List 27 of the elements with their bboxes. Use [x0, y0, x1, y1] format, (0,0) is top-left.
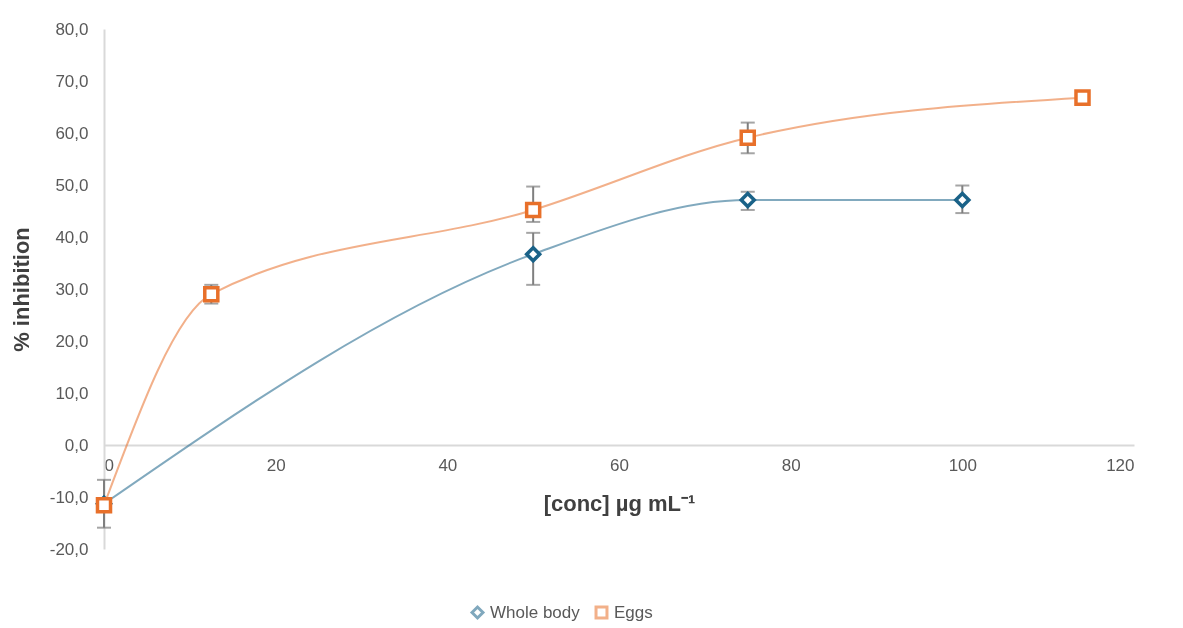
- x-tick-label: 40: [438, 455, 458, 475]
- point: [1074, 89, 1091, 106]
- y-tick-label: 10,0: [55, 383, 89, 403]
- legend-label: Whole body: [490, 602, 581, 622]
- point: [524, 245, 542, 263]
- x-tick-label: 120: [1106, 455, 1135, 475]
- legend-label: Eggs: [614, 602, 653, 622]
- x-tick-label: 0: [104, 455, 114, 475]
- point: [954, 191, 971, 209]
- x-tick-label: 100: [948, 455, 978, 475]
- y-tick-label: 80,0: [55, 19, 89, 39]
- y-tick-label: 40,0: [55, 227, 89, 247]
- point: [524, 201, 542, 219]
- y-tick-label: 30,0: [55, 279, 89, 299]
- x-axis-title: [conc] µg mL⁻¹: [543, 490, 696, 516]
- y-tick-label: -20,0: [49, 539, 89, 559]
- y-tick-label: 0,0: [64, 435, 89, 455]
- point: [739, 129, 757, 146]
- y-tick-label: 60,0: [55, 123, 89, 143]
- y-axis-title: % inhibition: [8, 227, 34, 352]
- x-tick-label: 20: [266, 455, 286, 475]
- x-tick-label: 60: [610, 455, 629, 475]
- y-tick-label: 50,0: [55, 175, 89, 195]
- y-tick-label: -10,0: [49, 487, 89, 507]
- y-tick-label: 70,0: [55, 71, 89, 91]
- x-tick-label: 80: [781, 455, 801, 475]
- y-tick-label: 20,0: [55, 331, 89, 351]
